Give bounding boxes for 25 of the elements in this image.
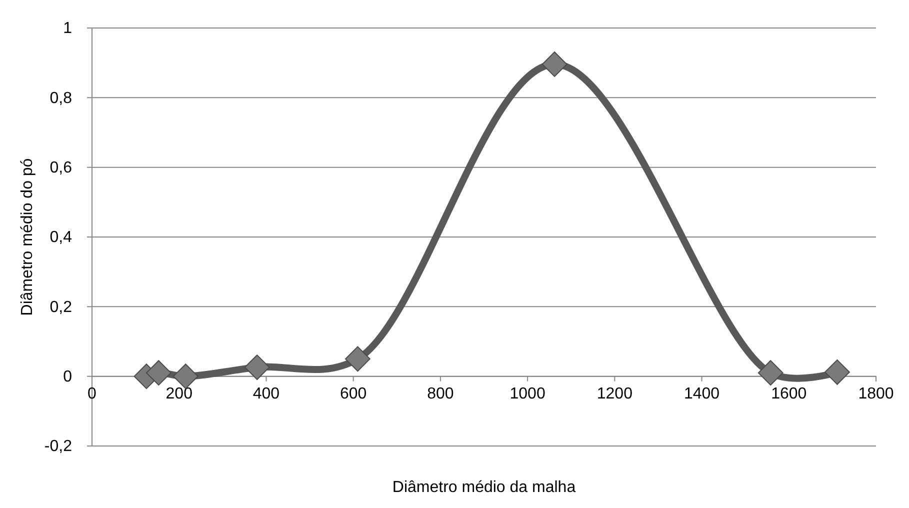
point	[146, 360, 172, 386]
x-tick-label: 600	[340, 386, 367, 403]
point	[344, 346, 370, 372]
y-tick-label: 0,6	[50, 159, 72, 176]
y-tick-label: -0,2	[44, 438, 72, 456]
x-tick-label: 1600	[771, 386, 807, 403]
y-axis-title: Diâmetro médio do pó	[19, 158, 36, 316]
x-tick-label: 1000	[510, 386, 546, 403]
x-tick-label: 800	[427, 386, 454, 403]
x-tick-label: 1200	[596, 386, 633, 403]
x-tick-label: 400	[252, 386, 280, 403]
y-tick-label: 0,8	[50, 90, 72, 107]
point	[542, 52, 568, 77]
x-tick-label: 200	[166, 386, 193, 403]
y-tick-label: 0,4	[50, 229, 72, 246]
x-tick-label: 1400	[684, 386, 720, 403]
y-tick-label: 0	[63, 368, 72, 386]
x-axis-title: Diâmetro médio da malha	[392, 479, 576, 496]
y-tick-label: 0,2	[50, 298, 72, 316]
point	[244, 354, 270, 380]
x-tick-label: 1800	[858, 386, 894, 403]
point	[758, 360, 784, 386]
x-tick-label: 0	[88, 386, 97, 403]
point	[824, 359, 850, 385]
y-tick-label: 1	[63, 20, 72, 38]
